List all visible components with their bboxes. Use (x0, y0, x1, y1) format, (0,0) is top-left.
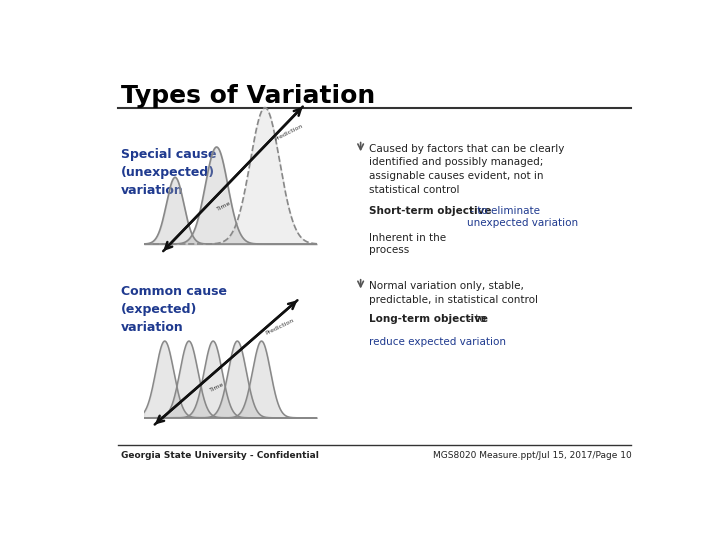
Text: Special cause
(unexpected)
variation: Special cause (unexpected) variation (121, 148, 216, 197)
Text: Types of Variation: Types of Variation (121, 84, 375, 107)
Text: Inherent in the
process: Inherent in the process (369, 233, 446, 255)
Text: reduce expected variation: reduce expected variation (369, 337, 506, 347)
Text: - to: - to (465, 314, 486, 325)
Text: Caused by factors that can be clearly
identified and possibly managed;
assignabl: Caused by factors that can be clearly id… (369, 144, 564, 194)
Text: - to eliminate
unexpected variation: - to eliminate unexpected variation (467, 206, 577, 228)
Text: Long-term objective: Long-term objective (369, 314, 488, 325)
Text: Prediction: Prediction (274, 123, 304, 142)
Text: Normal variation only, stable,
predictable, in statistical control: Normal variation only, stable, predictab… (369, 281, 538, 305)
Text: MGS8020 Measure.ppt/Jul 15, 2017/Page 10: MGS8020 Measure.ppt/Jul 15, 2017/Page 10 (433, 451, 631, 460)
Text: Time: Time (217, 200, 233, 212)
Text: Prediction: Prediction (265, 318, 295, 336)
Text: Common cause
(expected)
variation: Common cause (expected) variation (121, 285, 227, 334)
Text: Short-term objective: Short-term objective (369, 206, 492, 216)
Text: Time: Time (210, 382, 225, 393)
Text: Georgia State University - Confidential: Georgia State University - Confidential (121, 451, 318, 460)
